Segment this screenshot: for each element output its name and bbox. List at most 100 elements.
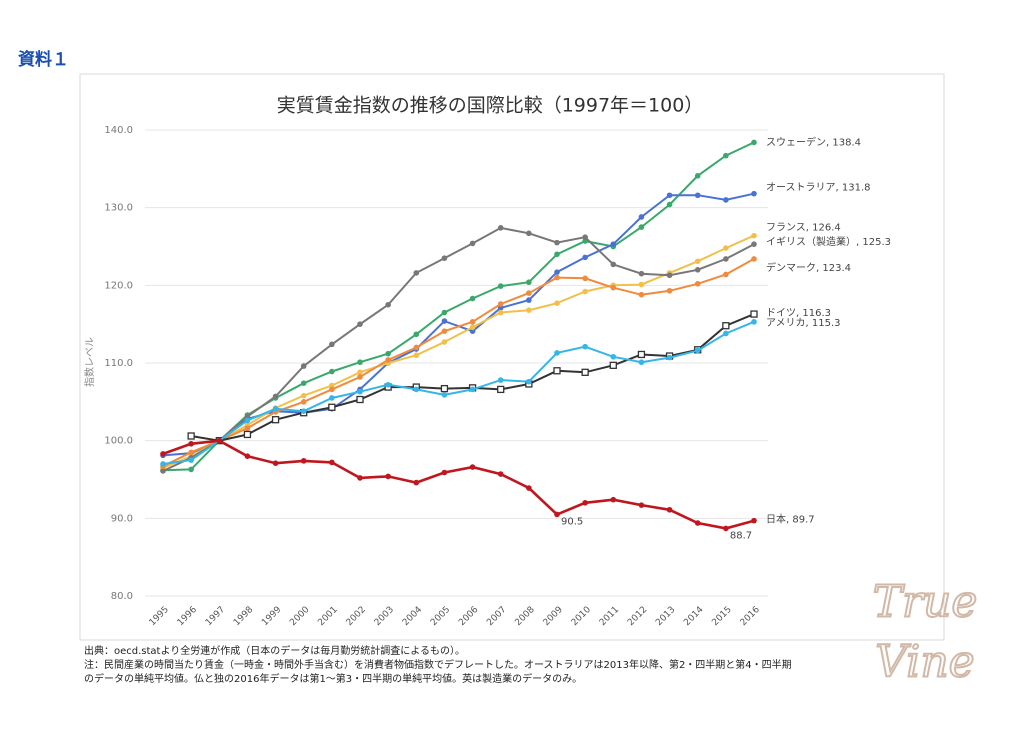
point: [160, 461, 166, 467]
point: [751, 256, 757, 262]
series-line: [162, 439, 755, 530]
point: [497, 225, 504, 231]
point: [300, 458, 307, 464]
point: [582, 234, 588, 240]
point: [666, 201, 673, 208]
point: [638, 502, 645, 508]
point: [357, 374, 363, 380]
point: [413, 331, 420, 338]
point: [554, 269, 560, 275]
point: [610, 261, 617, 268]
y-tick-label: 130.0: [104, 203, 133, 214]
series-line: [162, 226, 755, 472]
series-end-label: オーストラリア, 131.8: [766, 182, 871, 194]
point: [385, 357, 391, 363]
point: [554, 251, 560, 258]
point: [469, 319, 476, 325]
point: [666, 354, 673, 361]
point: [272, 460, 279, 466]
point: [582, 254, 588, 261]
point: [554, 511, 560, 518]
point: [441, 392, 448, 398]
series-line: [162, 234, 755, 469]
point: [357, 388, 363, 395]
point: [272, 406, 279, 412]
point: [609, 361, 617, 369]
point: [441, 328, 448, 334]
point: [554, 239, 560, 246]
point: [638, 281, 645, 288]
series-line: [162, 258, 755, 468]
series-end-label: デンマーク, 123.4: [766, 261, 851, 274]
point: [188, 440, 194, 447]
y-tick-label: 90.0: [111, 513, 133, 524]
point: [751, 319, 757, 325]
point: [497, 377, 504, 383]
point: [610, 353, 617, 360]
point: [526, 279, 532, 286]
point: [300, 363, 307, 369]
point: [497, 283, 504, 289]
point: [329, 341, 335, 348]
series-end-label: イギリス（製造業）, 125.3: [766, 235, 891, 248]
point: [526, 485, 532, 491]
point: [526, 307, 532, 313]
point: [723, 256, 729, 262]
series-end-label: 日本, 89.7: [766, 513, 815, 526]
point: [356, 395, 364, 404]
point: [216, 437, 223, 444]
series-end-label: ドイツ, 116.3: [766, 308, 831, 319]
point: [188, 466, 194, 473]
note: 出典：oecd.statより全労連が作成（日本のデータは毎月勤労統計調査によるも…: [84, 644, 465, 657]
point: [722, 322, 730, 330]
point: [751, 241, 757, 247]
point: [357, 475, 363, 481]
point: [385, 350, 391, 357]
series-end-label: フランス, 126.4: [766, 222, 841, 234]
point: [357, 359, 363, 366]
point: [751, 139, 757, 146]
point: [666, 272, 673, 279]
point: [188, 457, 194, 463]
point: [497, 309, 504, 316]
point: [329, 382, 335, 389]
point: [244, 425, 251, 432]
data-label: 90.5: [561, 516, 583, 527]
series-end-label: アメリカ, 115.3: [766, 317, 841, 329]
point: [582, 500, 588, 506]
point: [526, 230, 532, 237]
note: のデータの単純平均値。仏と独の2016年データは第1〜第3・四半期の単純平均値。…: [84, 672, 582, 685]
point: [638, 291, 645, 298]
point: [638, 359, 645, 366]
watermark: True: [873, 577, 978, 628]
point: [723, 525, 729, 532]
point: [694, 258, 701, 265]
series-line: [162, 320, 755, 465]
point: [666, 287, 673, 294]
point: [610, 496, 617, 503]
point: [694, 173, 701, 179]
point: [554, 350, 560, 356]
data-label: 88.7: [730, 530, 752, 541]
y-axis-label: 指数レベル: [83, 337, 96, 387]
point: [329, 459, 335, 466]
point: [469, 324, 476, 331]
y-tick-label: 120.0: [104, 280, 133, 291]
point: [413, 386, 420, 393]
point: [750, 310, 758, 318]
point: [441, 318, 448, 324]
point: [723, 245, 729, 251]
point: [497, 305, 504, 311]
point: [244, 453, 251, 460]
point: [610, 284, 617, 291]
point: [160, 468, 166, 474]
point: [469, 240, 476, 247]
point: [751, 190, 757, 197]
point: [582, 275, 588, 282]
chart-frame: [79, 73, 945, 641]
point: [300, 392, 307, 399]
point: [357, 321, 363, 327]
y-tick-label: 110.0: [104, 358, 133, 369]
point: [413, 344, 420, 351]
point: [723, 197, 729, 203]
